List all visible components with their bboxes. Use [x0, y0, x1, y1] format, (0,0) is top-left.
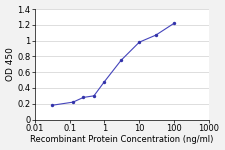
X-axis label: Recombinant Protein Concentration (ng/ml): Recombinant Protein Concentration (ng/ml… — [30, 135, 214, 144]
Point — [119, 59, 123, 61]
Point — [50, 104, 54, 106]
Point — [137, 41, 141, 43]
Point — [103, 80, 106, 83]
Y-axis label: OD 450: OD 450 — [6, 47, 15, 81]
Point — [71, 101, 75, 103]
Point — [154, 34, 158, 36]
Point — [82, 96, 85, 99]
Point — [92, 95, 96, 97]
Point — [172, 22, 176, 24]
